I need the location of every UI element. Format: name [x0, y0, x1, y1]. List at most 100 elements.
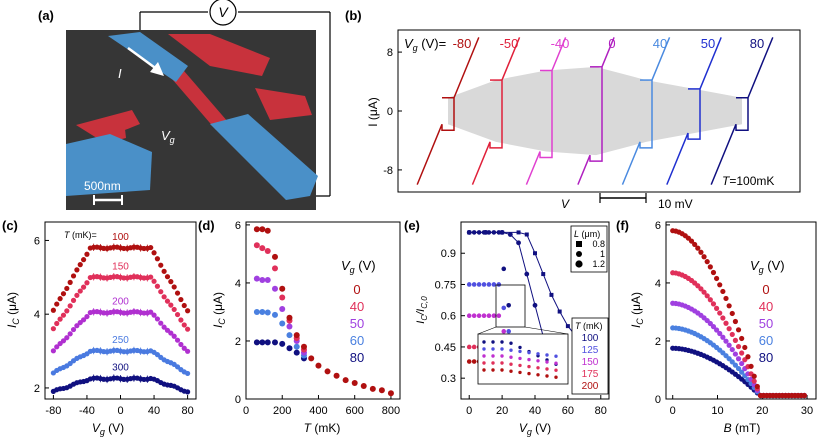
point-d-vg0 — [271, 253, 278, 260]
ytick-label-d: 4 — [235, 278, 241, 290]
xtick-label-e: 20 — [496, 405, 508, 417]
current-arrow-head — [150, 62, 164, 76]
legend-d-vg50: 50 — [350, 316, 364, 331]
point-f-vg40 — [720, 315, 726, 321]
point-f-vg50 — [732, 351, 739, 357]
point-f-vg50 — [739, 360, 745, 367]
point-c-T100 — [60, 291, 67, 297]
point-f-vg60 — [739, 369, 745, 375]
point-c-T100 — [84, 251, 90, 257]
legend-L-title: L (μm) — [574, 229, 600, 239]
gate-voltage-label: Vg — [161, 128, 175, 145]
point-f-vg0 — [735, 327, 742, 333]
inset-point-e — [491, 368, 495, 372]
legend-d-vg40: 40 — [350, 299, 364, 314]
point-f-vg0 — [688, 238, 695, 244]
xlabel-b: V — [561, 197, 570, 211]
ytick-label-f: 2 — [655, 336, 661, 348]
inset-point-e — [518, 349, 522, 354]
point-e-T200 — [466, 359, 472, 364]
point-d-vg80 — [253, 339, 260, 346]
point-d-vg0 — [333, 372, 340, 379]
legend-T-label-200: 200 — [582, 381, 599, 392]
temperature-label-b: T=100mK — [722, 174, 774, 188]
point-d-vg0 — [315, 362, 322, 369]
point-f-vg0 — [801, 392, 807, 399]
legend-f-vg40: 40 — [759, 299, 773, 314]
legend-title-b: Vg (V)= — [404, 36, 446, 53]
point-f-vg40 — [732, 337, 739, 343]
ylabel-e: IC/IC,0 — [415, 296, 429, 324]
point-f-vg50 — [717, 330, 723, 337]
point-d-vg40 — [264, 248, 271, 255]
panel-e-normalized-ic: 0 20 40 60 80 0.3 0.45 0.6 0.75 0.9 L (μm) 0.811.… — [415, 221, 610, 437]
iv-curve-vg--80 — [416, 37, 480, 185]
point-f-vg0 — [732, 318, 739, 325]
legend-f-vg50: 50 — [759, 316, 773, 331]
legend-L-marker-circle — [576, 251, 582, 257]
point-e-T150 — [471, 313, 477, 319]
point-c-T100 — [57, 296, 63, 302]
inset-point-e — [509, 355, 513, 359]
ytick-label-d: 2 — [235, 336, 241, 348]
point-e-T125 — [506, 329, 511, 334]
point-c-T150 — [164, 298, 171, 304]
point-c-T200 — [67, 331, 73, 337]
inset-point-e — [509, 369, 513, 373]
xtick-label-c: 0 — [117, 405, 123, 417]
point-e-T200 — [471, 359, 477, 364]
point-d-vg40 — [271, 265, 278, 272]
legend-L-label: 1 — [600, 249, 605, 259]
legend-L-label: 1.2 — [592, 259, 605, 269]
point-d-vg80 — [264, 339, 271, 346]
point-d-vg80 — [293, 349, 300, 356]
iv-curve-vg-0 — [577, 37, 615, 185]
ytick-label-c: 4 — [34, 309, 40, 321]
ytick-label-c: 2 — [34, 383, 40, 395]
point-f-vg60 — [735, 365, 742, 372]
point-e-T100 — [496, 230, 502, 235]
point-c-T150 — [54, 320, 60, 327]
legend-d-vg60: 60 — [350, 333, 364, 348]
xtick-label-d: 200 — [273, 405, 291, 417]
zoom-line-left — [477, 326, 497, 335]
point-f-vg0 — [726, 303, 732, 309]
ytick-label-e: 0.3 — [441, 373, 456, 385]
legend-L-marker-square — [576, 241, 582, 247]
nanowire — [166, 64, 228, 130]
point-f-vg40 — [710, 301, 717, 307]
point-c-T100 — [67, 279, 73, 285]
panel-b-iv-curves: I (μA) 80-8 -80 -50 -40 0 40 50 80 Vg (V)= T=1… — [366, 29, 801, 211]
ytick-label-f: 4 — [655, 278, 661, 290]
ylabel-c: IC (μA) — [5, 292, 21, 328]
point-d-vg50 — [253, 275, 260, 282]
panel-a-micrograph: V I Vg 500nm — [66, 0, 331, 210]
point-d-vg60 — [293, 343, 300, 350]
point-d-vg0 — [360, 382, 367, 389]
point-d-vg80 — [279, 340, 286, 347]
point-d-vg0 — [369, 385, 376, 392]
point-c-T150 — [158, 289, 164, 295]
xlabel-c: Vg (V) — [92, 421, 124, 437]
point-c-T100 — [174, 290, 181, 296]
point-e-T100 — [491, 230, 497, 235]
point-e-T125 — [501, 305, 507, 311]
point-f-vg40 — [701, 289, 707, 295]
point-c-T200 — [64, 335, 70, 341]
point-c-T100 — [164, 274, 171, 280]
point-c-T150 — [174, 311, 181, 318]
panel-label-d: (d) — [198, 218, 215, 233]
point-c-T200 — [181, 345, 187, 351]
point-f-vg0 — [704, 259, 710, 265]
point-f-vg0 — [695, 245, 701, 251]
point-e-T150 — [486, 313, 492, 319]
point-c-T200 — [154, 316, 161, 322]
point-f-vg50 — [729, 346, 735, 353]
inset-point-e — [491, 354, 495, 358]
point-f-vg0 — [701, 254, 707, 260]
plot-frame-f — [665, 221, 817, 400]
point-f-vg0 — [723, 295, 729, 302]
point-e-T100 — [471, 230, 477, 235]
point-c-T100 — [185, 308, 191, 314]
panel-c-ic-vs-vg: -80 -40 0 40 80 2 4 6 100 150 200 250 300 T (mK)= V… — [5, 221, 197, 437]
